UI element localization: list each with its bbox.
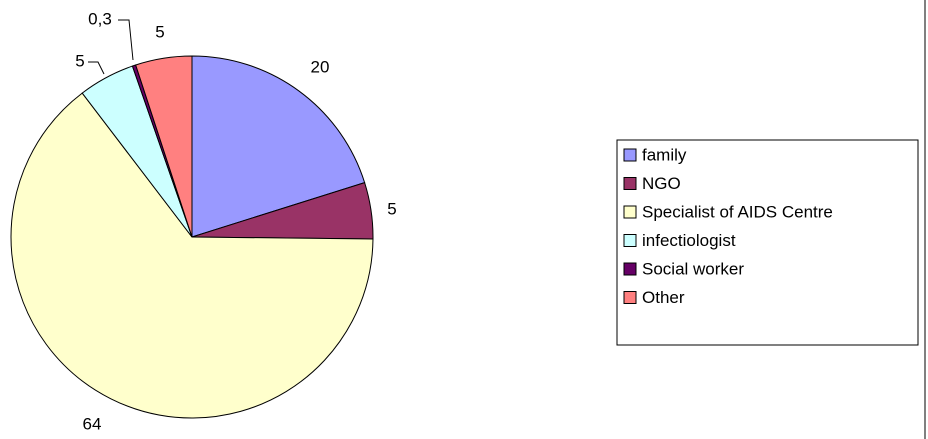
legend-label: Social worker bbox=[642, 259, 744, 278]
legend-label: NGO bbox=[642, 174, 681, 193]
pie-slice bbox=[135, 55, 193, 238]
pie-slice bbox=[191, 55, 366, 238]
legend-label: Other bbox=[642, 288, 685, 307]
legend-label: family bbox=[642, 145, 687, 164]
legend-swatch bbox=[623, 234, 637, 247]
data-label: 0,3 bbox=[88, 9, 112, 28]
data-label: 5 bbox=[155, 22, 164, 41]
legend-swatch bbox=[623, 262, 637, 276]
legend-swatch bbox=[623, 205, 637, 219]
legend-swatch bbox=[623, 291, 637, 304]
data-label: 5 bbox=[387, 199, 396, 218]
pie-slice bbox=[10, 92, 374, 419]
legend-label: Specialist of AIDS Centre bbox=[642, 202, 833, 221]
leader-line bbox=[88, 61, 105, 75]
legend-swatch bbox=[623, 177, 637, 190]
data-label: 64 bbox=[83, 414, 102, 433]
leader-line bbox=[118, 19, 134, 61]
data-label: 20 bbox=[311, 57, 330, 76]
legend-label: infectiologist bbox=[642, 231, 736, 250]
data-label: 5 bbox=[75, 51, 84, 70]
legend-box bbox=[616, 139, 919, 346]
legend-swatch bbox=[623, 148, 637, 162]
